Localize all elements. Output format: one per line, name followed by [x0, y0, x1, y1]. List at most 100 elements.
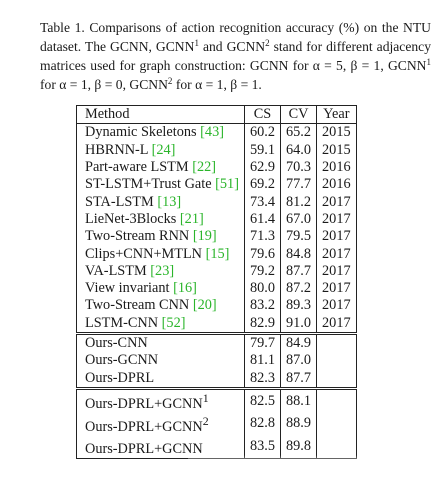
caption-superscript: 1 [194, 38, 199, 48]
method-name: Two-Stream RNN [85, 228, 193, 245]
citation-link[interactable]: [24] [151, 141, 176, 158]
citation-link[interactable]: [13] [157, 193, 182, 210]
table-row: Ours-DPRL 82.3 87.7 [76, 369, 357, 389]
year-cell [316, 331, 357, 353]
cs-cell: 79.2 [244, 262, 282, 280]
method-cell: Dynamic Skeletons [43] [76, 123, 245, 142]
citation-link[interactable]: [15] [205, 245, 230, 262]
citation-link[interactable]: [19] [192, 228, 217, 245]
year-cell: 2017 [316, 228, 357, 246]
citation-link[interactable]: [16] [173, 280, 197, 297]
method-cell: VA-LSTM [23] [76, 262, 245, 280]
cv-cell: 89.8 [280, 435, 318, 460]
header-row: Method CS CV Year [76, 104, 357, 125]
table-row: VA-LSTM [23] 79.2 87.7 2017 [76, 262, 357, 280]
method-cell: Ours-CNN [76, 331, 245, 353]
table-row: Ours-DPRL+GCNN2 82.8 88.9 [76, 412, 357, 436]
method-name: Dynamic Skeletons [85, 124, 201, 141]
year-cell: 2017 [316, 279, 357, 298]
citation-link[interactable]: [23] [150, 262, 175, 279]
cv-cell: 88.1 [280, 386, 318, 413]
method-cell: Ours-DPRL [76, 369, 245, 389]
cs-cell: 80.0 [244, 279, 282, 298]
method-cell: Ours-GCNN [76, 352, 245, 370]
cs-cell: 73.4 [244, 193, 282, 211]
table-row: ST-LSTM+Trust Gate [51] 69.2 77.7 2016 [76, 176, 357, 194]
cv-cell: 67.0 [280, 210, 318, 229]
cv-cell: 88.9 [280, 412, 318, 436]
method-name: VA-LSTM [85, 262, 151, 279]
cv-cell: 84.9 [280, 331, 318, 353]
table-row: View invariant [16] 80.0 87.2 2017 [76, 279, 357, 298]
table-row: Two-Stream RNN [19] 71.3 79.5 2017 [76, 228, 357, 246]
cs-cell: 83.5 [244, 435, 282, 460]
method-name: Ours-DPRL [85, 369, 155, 386]
method-name: Ours-DPRL+GCNN [85, 441, 203, 458]
year-cell: 2017 [316, 193, 357, 211]
method-superscript: 1 [202, 390, 209, 405]
citation-link[interactable]: [51] [215, 176, 239, 193]
cv-cell: 81.2 [280, 193, 318, 211]
cv-cell: 91.0 [280, 314, 318, 334]
cs-cell: 62.9 [244, 158, 282, 177]
method-cell: HBRNN-L [24] [76, 141, 245, 159]
caption-text: Table 1. Comparisons of action recogniti… [40, 20, 431, 54]
baseline-section: Dynamic Skeletons [43] 60.2 65.2 2015 HBRNN-… [76, 123, 357, 334]
year-cell [316, 412, 357, 436]
table-row: Part-aware LSTM [22] 62.9 70.3 2016 [76, 158, 357, 177]
cv-cell: 65.2 [280, 123, 318, 142]
method-name: Clips+CNN+MTLN [85, 245, 206, 262]
method-cell: LieNet-3Blocks [21] [76, 210, 245, 229]
cv-cell: 87.7 [280, 262, 318, 280]
year-cell: 2015 [316, 123, 357, 142]
cv-cell: 87.7 [280, 369, 318, 389]
year-cell: 2015 [316, 141, 357, 159]
year-cell [316, 386, 357, 413]
citation-link[interactable]: [22] [192, 159, 217, 176]
cs-cell: 81.1 [244, 352, 282, 370]
citation-link[interactable]: [21] [179, 210, 204, 227]
caption-superscript: 2 [265, 38, 270, 48]
cs-cell: 82.5 [244, 386, 282, 413]
method-cell: Ours-DPRL+GCNN2 [76, 412, 245, 436]
method-cell: Two-Stream RNN [19] [76, 228, 245, 246]
method-name: View invariant [85, 280, 174, 297]
header-cs: CS [244, 104, 282, 125]
year-cell: 2017 [316, 262, 357, 280]
method-cell: View invariant [16] [76, 279, 245, 298]
table-row: Ours-CNN 79.7 84.9 [76, 331, 357, 353]
method-superscript: 2 [202, 413, 209, 428]
citation-link[interactable]: [52] [161, 314, 186, 331]
method-cell: Ours-DPRL+GCNN1 [76, 386, 245, 413]
ours-section: Ours-CNN 79.7 84.9 Ours-GCNN 81.1 87.0 Ours-DP… [76, 331, 357, 389]
method-cell: Two-Stream CNN [20] [76, 297, 245, 315]
table-row: LSTM-CNN [52] 82.9 91.0 2017 [76, 314, 357, 334]
citation-link[interactable]: [20] [192, 297, 217, 314]
table-caption: Table 1. Comparisons of action recogniti… [40, 18, 431, 94]
cs-cell: 82.8 [244, 412, 282, 436]
method-name: Two-Stream CNN [85, 297, 193, 314]
cs-cell: 82.3 [244, 369, 282, 389]
year-cell: 2017 [316, 245, 357, 263]
cv-cell: 87.2 [280, 279, 318, 298]
cs-cell: 79.7 [244, 331, 282, 353]
year-cell [316, 369, 357, 389]
citation-link[interactable]: [43] [200, 124, 224, 141]
method-name: HBRNN-L [85, 141, 152, 158]
method-cell: STA-LSTM [13] [76, 193, 245, 211]
header-method: Method [76, 104, 245, 125]
caption-superscript: 2 [167, 76, 173, 86]
year-cell: 2016 [316, 176, 357, 194]
method-name: Ours-DPRL+GCNN [85, 395, 203, 412]
method-name: Ours-GCNN [85, 352, 159, 369]
header-cv: CV [280, 104, 318, 125]
caption-text: and GCNN [198, 39, 266, 54]
results-table: Method CS CV Year Dynamic Skeletons [43]… [76, 104, 357, 460]
cs-cell: 79.6 [244, 245, 282, 263]
cs-cell: 61.4 [244, 210, 282, 229]
cs-cell: 82.9 [244, 314, 282, 334]
cs-cell: 71.3 [244, 228, 282, 246]
header-year: Year [316, 104, 357, 125]
caption-text: for α = 1, β = 1. [172, 77, 262, 92]
method-name: LieNet-3Blocks [85, 210, 180, 227]
